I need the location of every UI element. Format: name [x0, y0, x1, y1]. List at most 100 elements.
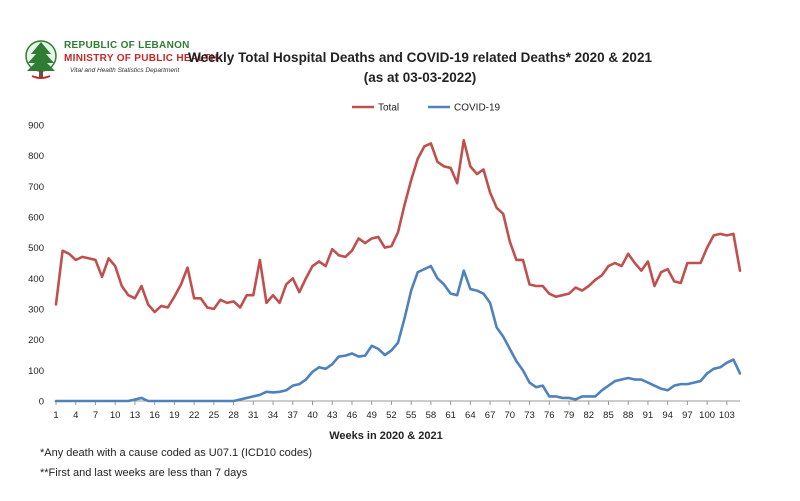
series-line-covid	[54, 264, 742, 403]
legend-label-covid: COVID-19	[454, 103, 501, 114]
data-point-total	[180, 283, 182, 286]
x-tick-label: 100	[699, 410, 715, 421]
data-point-covid	[377, 347, 380, 350]
data-point-total	[679, 282, 682, 284]
data-point-total	[285, 283, 288, 286]
data-point-total	[429, 142, 432, 145]
data-point-total	[416, 157, 419, 160]
x-tick-label: 40	[307, 410, 318, 421]
data-point-total	[568, 292, 570, 295]
data-point-total	[272, 294, 274, 297]
x-tick-label: 4	[73, 410, 78, 421]
x-tick-label: 103	[719, 410, 735, 421]
data-point-total	[574, 286, 577, 289]
data-point-covid	[337, 355, 340, 358]
data-point-total	[469, 165, 472, 168]
data-point-total	[199, 297, 202, 300]
data-point-total	[258, 259, 261, 261]
data-point-covid	[127, 400, 130, 402]
data-point-covid	[370, 344, 373, 347]
data-point-covid	[324, 367, 327, 370]
data-point-covid	[581, 395, 584, 398]
data-point-covid	[252, 395, 255, 398]
data-point-total	[298, 291, 301, 294]
data-point-total	[390, 245, 393, 248]
x-tick-label: 73	[524, 410, 535, 421]
data-point-total	[647, 260, 649, 263]
data-point-total	[732, 232, 735, 235]
data-point-total	[587, 285, 590, 287]
data-point-covid	[416, 271, 419, 274]
data-point-covid	[410, 289, 413, 292]
x-tick-label: 28	[228, 410, 239, 421]
data-point-covid	[101, 400, 103, 402]
y-tick-label: 500	[28, 243, 44, 254]
data-point-covid	[449, 292, 452, 295]
y-tick-label: 200	[28, 335, 44, 346]
data-point-covid	[120, 400, 123, 402]
data-point-covid	[561, 397, 564, 399]
data-point-total	[239, 306, 242, 309]
data-point-total	[666, 268, 669, 271]
data-point-covid	[298, 383, 301, 386]
data-point-covid	[173, 400, 176, 402]
data-point-covid	[541, 384, 544, 387]
data-point-covid	[147, 400, 149, 402]
data-point-covid	[594, 395, 597, 398]
data-point-covid	[107, 400, 110, 402]
data-point-total	[120, 285, 123, 287]
data-point-covid	[397, 341, 399, 344]
data-point-total	[245, 294, 248, 297]
y-tick-label: 400	[28, 274, 44, 285]
data-point-total	[153, 311, 156, 313]
data-point-total	[265, 301, 268, 304]
x-tick-label: 88	[623, 410, 634, 421]
x-tick-label: 82	[583, 410, 594, 421]
x-tick-label: 19	[169, 410, 180, 421]
data-point-total	[140, 285, 143, 287]
x-tick-label: 22	[189, 410, 200, 421]
x-tick-label: 79	[564, 410, 575, 421]
data-point-covid	[219, 400, 222, 402]
data-point-total	[147, 303, 149, 306]
data-point-covid	[390, 349, 393, 352]
x-tick-label: 76	[544, 410, 555, 421]
data-point-covid	[620, 378, 623, 381]
x-tick-label: 37	[287, 410, 298, 421]
x-tick-label: 55	[406, 410, 417, 421]
data-point-covid	[640, 378, 643, 381]
data-point-total	[344, 255, 347, 258]
data-point-total	[114, 265, 117, 267]
x-tick-label: 46	[347, 410, 358, 421]
data-point-total	[186, 266, 189, 269]
data-point-covid	[732, 358, 735, 361]
footnote-1: *Any death with a cause coded as U07.1 (…	[40, 447, 313, 459]
data-point-covid	[403, 317, 406, 320]
data-point-total	[364, 242, 367, 244]
data-point-covid	[87, 400, 90, 402]
data-point-covid	[495, 326, 498, 329]
data-point-total	[712, 234, 715, 237]
data-point-total	[719, 232, 722, 235]
data-point-covid	[140, 397, 143, 399]
data-point-covid	[548, 395, 551, 398]
data-point-covid	[706, 372, 709, 375]
data-point-total	[528, 283, 531, 286]
data-point-total	[581, 289, 584, 292]
data-point-covid	[502, 335, 505, 338]
data-point-total	[331, 248, 334, 251]
data-point-covid	[429, 265, 432, 267]
data-point-covid	[725, 361, 728, 364]
data-point-covid	[160, 400, 163, 402]
data-point-total	[522, 259, 524, 261]
data-point-covid	[647, 381, 649, 384]
data-point-total	[101, 275, 103, 278]
y-tick-label: 300	[28, 305, 44, 316]
data-point-covid	[554, 395, 557, 398]
data-point-covid	[476, 289, 478, 292]
data-point-covid	[357, 355, 360, 358]
data-point-covid	[607, 384, 610, 387]
data-point-total	[318, 260, 320, 263]
data-point-covid	[193, 400, 196, 402]
x-tick-label: 58	[426, 410, 437, 421]
